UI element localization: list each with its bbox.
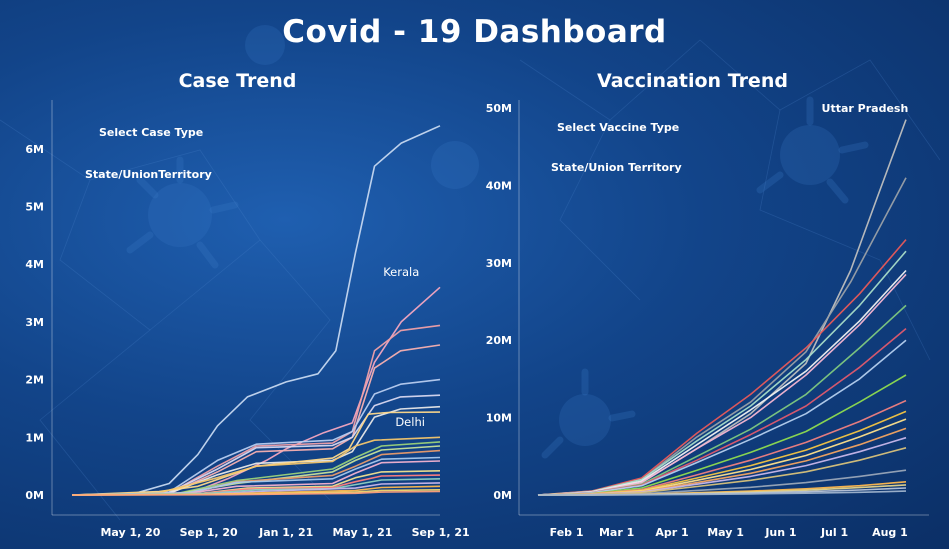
virus-spikes	[126, 96, 869, 459]
series-line[interactable]	[71, 436, 441, 496]
series-line[interactable]	[537, 327, 907, 496]
y-tick-label: 4M	[25, 258, 44, 271]
series-line[interactable]	[538, 490, 907, 496]
y-tick-label: 20M	[486, 334, 512, 347]
series-annotation: Kerala	[383, 265, 419, 279]
x-tick-label: Aug 1	[872, 526, 908, 539]
series-line[interactable]	[71, 125, 441, 496]
x-tick-label: Jul 1	[820, 526, 848, 539]
case-state-filter[interactable]: State/UnionTerritory	[85, 168, 212, 181]
y-tick-label: 2M	[25, 374, 44, 387]
vaccination-trend-title: Vaccination Trend	[597, 70, 788, 92]
y-tick-label: 5M	[25, 201, 44, 214]
series-line[interactable]	[537, 119, 907, 496]
network-lines	[0, 39, 941, 521]
series-line[interactable]	[537, 239, 907, 496]
vaccine-state-filter[interactable]: State/Union Territory	[551, 161, 682, 174]
x-tick-label: Mar 1	[599, 526, 634, 539]
case-trend-title: Case Trend	[178, 70, 297, 92]
x-tick-label: Jan 1, 21	[258, 526, 313, 539]
series-line[interactable]	[71, 378, 441, 496]
virus-icon	[431, 141, 479, 189]
y-tick-label: 0M	[25, 489, 44, 502]
series-line[interactable]	[71, 490, 441, 496]
y-tick-label: 30M	[486, 257, 512, 270]
virus-silhouettes	[148, 25, 840, 446]
series-annotation: Delhi	[395, 415, 425, 429]
x-tick-label: Sep 1, 21	[412, 526, 470, 539]
virus-icon	[780, 125, 840, 185]
series-line[interactable]	[71, 394, 441, 496]
x-tick-label: Sep 1, 20	[180, 526, 238, 539]
x-tick-label: Jun 1	[764, 526, 796, 539]
y-tick-label: 1M	[25, 431, 44, 444]
y-tick-label: 6M	[25, 143, 44, 156]
x-tick-label: May 1, 20	[100, 526, 160, 539]
x-tick-label: Apr 1	[655, 526, 688, 539]
y-tick-label: 10M	[486, 412, 512, 425]
x-tick-label: May 1	[707, 526, 744, 539]
y-tick-label: 3M	[25, 316, 44, 329]
case-type-filter[interactable]: Select Case Type	[99, 126, 204, 139]
x-tick-label: Feb 1	[550, 526, 584, 539]
y-tick-label: 40M	[486, 179, 512, 192]
vaccine-type-filter[interactable]: Select Vaccine Type	[557, 121, 680, 134]
virus-icon	[559, 394, 611, 446]
y-tick-label: 50M	[486, 102, 512, 115]
series-line[interactable]	[537, 339, 907, 496]
virus-icon	[148, 183, 212, 247]
dashboard-title: Covid - 19 Dashboard	[282, 14, 667, 50]
y-tick-label: 0M	[493, 489, 512, 502]
x-tick-label: May 1, 21	[332, 526, 392, 539]
virus-icon	[245, 25, 285, 65]
series-annotation: Uttar Pradesh	[822, 102, 909, 115]
